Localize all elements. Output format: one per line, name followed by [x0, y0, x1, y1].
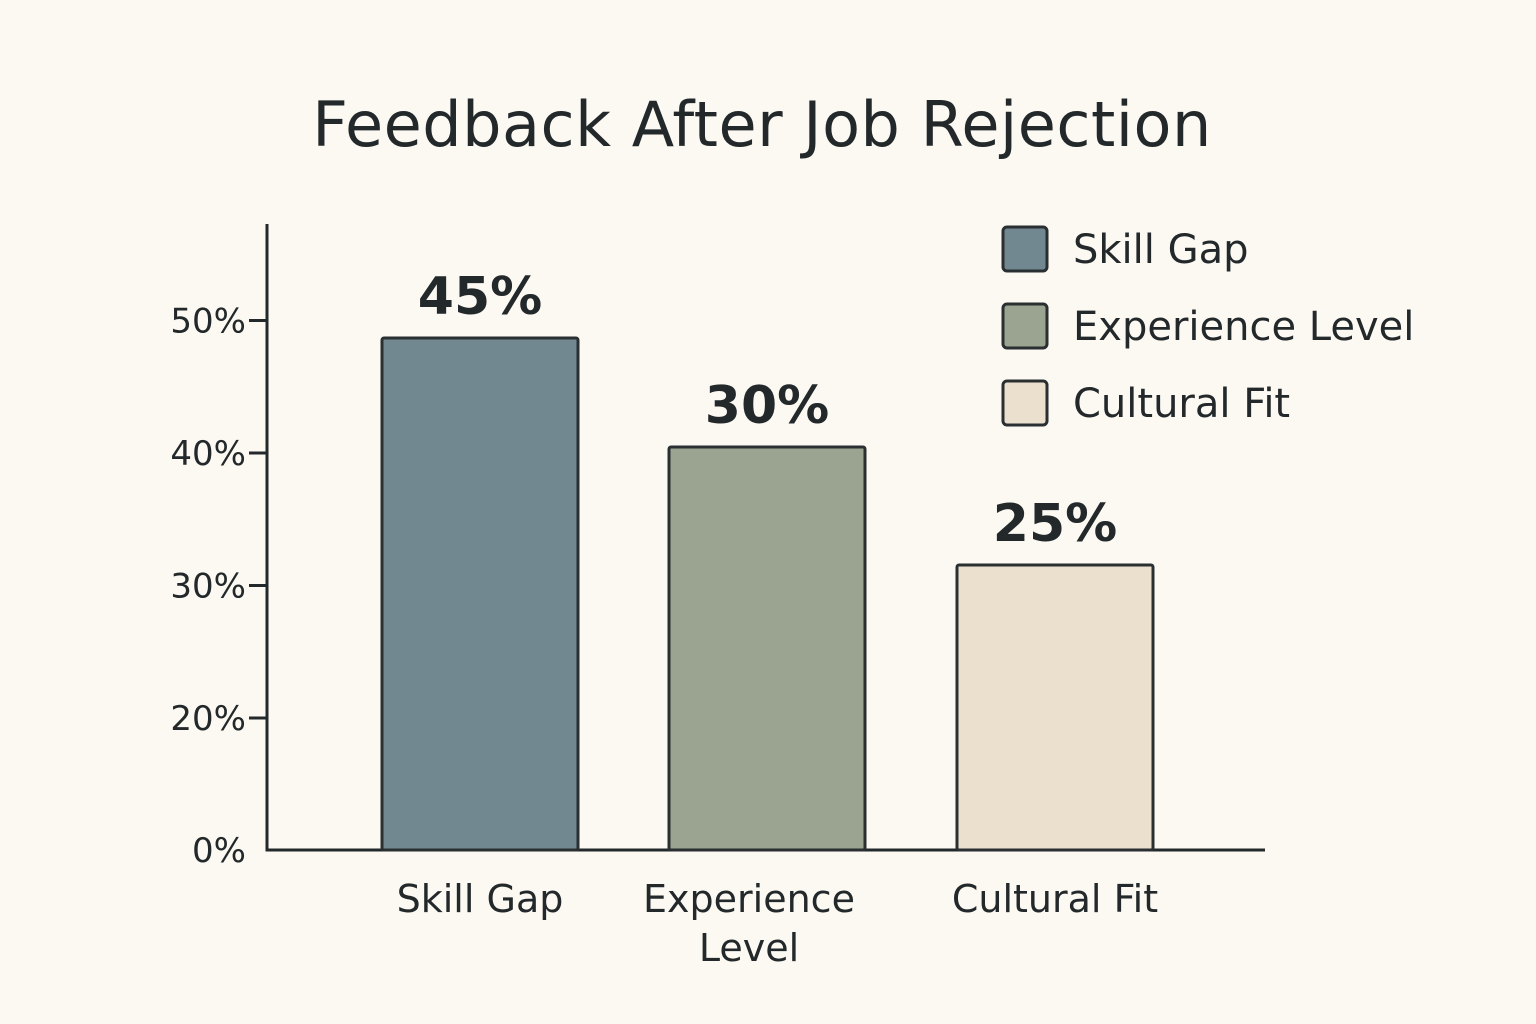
- data-label: 25%: [993, 494, 1117, 554]
- y-tick-label: 50%: [170, 302, 246, 342]
- legend-entry: Skill Gap: [1073, 227, 1249, 273]
- bar: [380, 336, 580, 852]
- legend: Skill Gap Experience Level Cultural Fit: [1001, 225, 1414, 427]
- legend-swatch: [1001, 225, 1049, 273]
- y-tick-label: 0%: [192, 831, 246, 871]
- chart-title: Feedback After Job Rejection: [312, 88, 1212, 161]
- x-tick-label: Level: [699, 926, 799, 970]
- bars: 45% Skill Gap 30% Experience Level 25% Cultura…: [380, 267, 1158, 970]
- data-label: 45%: [418, 267, 542, 327]
- x-tick-label: Skill Gap: [397, 877, 564, 921]
- y-tick-label: 30%: [170, 567, 246, 607]
- legend-entry: Experience Level: [1073, 304, 1414, 350]
- legend-swatch: [1001, 302, 1049, 350]
- legend-swatch: [1001, 379, 1049, 427]
- bar: [955, 563, 1155, 852]
- bar: [667, 445, 867, 852]
- legend-entry: Cultural Fit: [1073, 381, 1290, 427]
- data-label: 30%: [705, 376, 829, 436]
- x-tick-label: Experience: [643, 877, 855, 921]
- x-tick-label: Cultural Fit: [952, 877, 1158, 921]
- y-tick-label: 20%: [170, 699, 246, 739]
- y-tick-label: 40%: [170, 434, 246, 474]
